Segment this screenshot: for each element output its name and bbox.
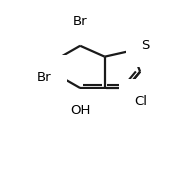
Text: OH: OH [70, 104, 90, 117]
Text: Br: Br [37, 71, 52, 84]
Text: Br: Br [73, 15, 87, 28]
Text: S: S [141, 39, 150, 52]
Text: Cl: Cl [135, 95, 148, 108]
